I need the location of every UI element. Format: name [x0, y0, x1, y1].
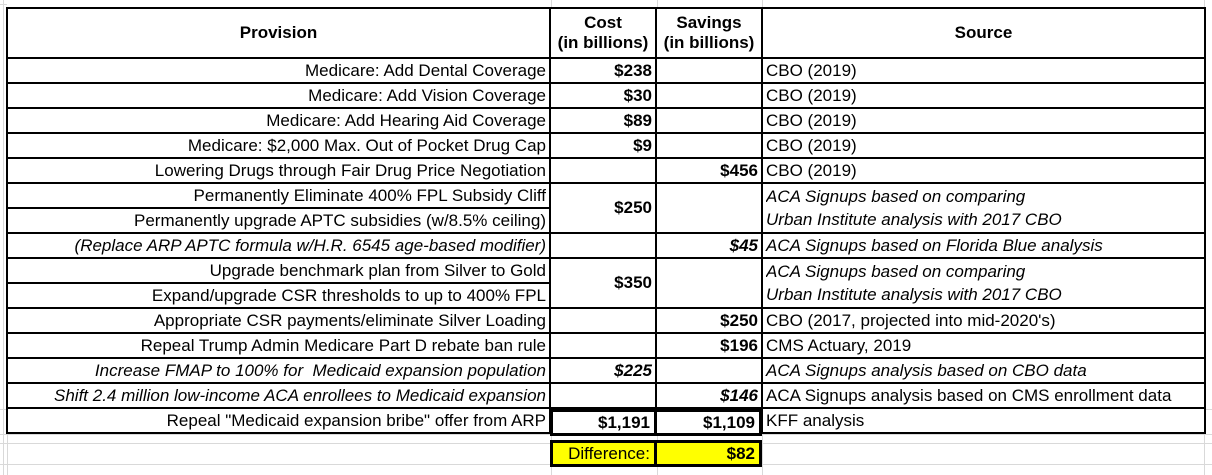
- cost-cell: [549, 307, 657, 334]
- source-line: Urban Institute analysis with 2017 CBO: [766, 210, 1062, 229]
- cost-cell-merged: $250: [549, 182, 657, 234]
- cost-cell: $9: [549, 132, 657, 159]
- savings-cell: $146: [655, 382, 763, 409]
- source-cell: ACA Signups analysis based on CBO data: [761, 357, 1206, 384]
- provision-cell: Permanently Eliminate 400% FPL Subsidy C…: [6, 182, 551, 209]
- totals-row: $1,191 $1,109: [550, 409, 762, 436]
- savings-cell: [655, 57, 763, 84]
- header-savings-line2: (in billions): [663, 33, 755, 52]
- provision-cell: Upgrade benchmark plan from Silver to Go…: [6, 257, 551, 284]
- header-savings: Savings (in billions): [655, 7, 763, 59]
- header-provision: Provision: [6, 7, 551, 59]
- cost-cell: $238: [549, 57, 657, 84]
- difference-value-cell: $82: [654, 440, 762, 467]
- cost-cell: [549, 332, 657, 359]
- table-row: Upgrade benchmark plan from Silver to Go…: [6, 257, 1206, 309]
- source-cell-merged: ACA Signups based on comparing Urban Inst…: [761, 182, 1206, 234]
- cost-cell: $89: [549, 107, 657, 134]
- savings-cell-merged: [655, 182, 763, 234]
- difference-label-cell: Difference:: [550, 440, 657, 467]
- provision-cell: Expand/upgrade CSR thresholds to up to 4…: [6, 282, 551, 309]
- cost-cell: [549, 157, 657, 184]
- source-line: ACA Signups based on comparing: [766, 262, 1026, 281]
- header-cost: Cost (in billions): [549, 7, 657, 59]
- source-cell: KFF analysis: [761, 407, 1206, 434]
- provision-cell: Medicare: $2,000 Max. Out of Pocket Drug…: [6, 132, 551, 159]
- provision-cell: Lowering Drugs through Fair Drug Price N…: [6, 157, 551, 184]
- header-cost-line2: (in billions): [557, 33, 649, 52]
- provisions-table: Provision Cost (in billions) Savings (in b…: [6, 7, 1206, 434]
- source-cell: CBO (2019): [761, 132, 1206, 159]
- source-line: Urban Institute analysis with 2017 CBO: [766, 285, 1062, 304]
- savings-cell: [655, 357, 763, 384]
- table-row: Permanently Eliminate 400% FPL Subsidy C…: [6, 182, 1206, 234]
- table-row: Medicare: Add Hearing Aid Coverage $89 C…: [6, 107, 1206, 134]
- provision-cell: Medicare: Add Dental Coverage: [6, 57, 551, 84]
- table-row: Permanently upgrade APTC subsidies (w/8.…: [6, 207, 1205, 234]
- source-cell: CBO (2019): [761, 57, 1206, 84]
- table-row: Increase FMAP to 100% for Medicaid expan…: [6, 357, 1206, 384]
- source-cell: ACA Signups analysis based on CMS enroll…: [761, 382, 1206, 409]
- source-cell: CMS Actuary, 2019: [761, 332, 1206, 359]
- source-cell: CBO (2019): [761, 107, 1206, 134]
- gridline: [1204, 407, 1205, 475]
- savings-cell: $196: [655, 332, 763, 359]
- header-row: Provision Cost (in billions) Savings (in b…: [6, 7, 1206, 59]
- cost-cell: [549, 232, 657, 259]
- provision-cell: Shift 2.4 million low-income ACA enrolle…: [6, 382, 551, 409]
- savings-cell: [655, 132, 763, 159]
- header-savings-line1: Savings: [676, 13, 742, 33]
- source-line: ACA Signups based on comparing: [766, 187, 1026, 206]
- table-row: Lowering Drugs through Fair Drug Price N…: [6, 157, 1206, 184]
- source-cell: CBO (2017, projected into mid-2020's): [761, 307, 1206, 334]
- gridline: [657, 0, 658, 7]
- provision-cell: Permanently upgrade APTC subsidies (w/8.…: [6, 207, 551, 234]
- savings-cell: [655, 107, 763, 134]
- provision-cell: Repeal Trump Admin Medicare Part D rebat…: [6, 332, 551, 359]
- table-row: Medicare: Add Dental Coverage $238 CBO (…: [6, 57, 1206, 84]
- savings-cell-merged: [655, 257, 763, 309]
- header-source: Source: [761, 7, 1206, 59]
- cost-cell-merged: $350: [549, 257, 657, 309]
- cost-cell: $225: [549, 357, 657, 384]
- difference-row: Difference: $82: [550, 440, 762, 467]
- table-row: Expand/upgrade CSR thresholds to up to 4…: [6, 282, 1205, 309]
- savings-cell: $456: [655, 157, 763, 184]
- cost-cell: $30: [549, 82, 657, 109]
- table-row: Medicare: Add Vision Coverage $30 CBO (2…: [6, 82, 1206, 109]
- gridline: [762, 0, 763, 7]
- gridline: [0, 4, 7, 5]
- gridline: [1204, 0, 1205, 7]
- source-cell-merged: ACA Signups based on comparing Urban Inst…: [761, 257, 1206, 309]
- source-cell: CBO (2019): [761, 157, 1206, 184]
- provision-cell: Medicare: Add Vision Coverage: [6, 82, 551, 109]
- gridline: [7, 405, 8, 475]
- source-cell: ACA Signups based on Florida Blue analys…: [761, 232, 1206, 259]
- savings-cell: $250: [655, 307, 763, 334]
- table-row: Appropriate CSR payments/eliminate Silve…: [6, 307, 1206, 334]
- cost-cell: [549, 382, 657, 409]
- totals-savings-cell: $1,109: [654, 409, 762, 436]
- table-row: Medicare: $2,000 Max. Out of Pocket Drug…: [6, 132, 1206, 159]
- totals-cost-cell: $1,191: [550, 409, 657, 436]
- savings-cell: [655, 82, 763, 109]
- provision-cell: (Replace ARP APTC formula w/H.R. 6545 ag…: [6, 232, 551, 259]
- savings-cell: $45: [655, 232, 763, 259]
- provision-cell: Repeal "Medicaid expansion bribe" offer …: [6, 407, 551, 434]
- table-row: (Replace ARP APTC formula w/H.R. 6545 ag…: [6, 232, 1206, 259]
- table-row: Shift 2.4 million low-income ACA enrolle…: [6, 382, 1206, 409]
- table-row: Repeal Trump Admin Medicare Part D rebat…: [6, 332, 1206, 359]
- provision-cell: Medicare: Add Hearing Aid Coverage: [6, 107, 551, 134]
- provision-cell: Increase FMAP to 100% for Medicaid expan…: [6, 357, 551, 384]
- gridline: [3, 0, 4, 475]
- gridline: [762, 407, 763, 475]
- provision-cell: Appropriate CSR payments/eliminate Silve…: [6, 307, 551, 334]
- header-cost-line1: Cost: [584, 13, 622, 33]
- gridline: [551, 0, 552, 7]
- source-cell: CBO (2019): [761, 82, 1206, 109]
